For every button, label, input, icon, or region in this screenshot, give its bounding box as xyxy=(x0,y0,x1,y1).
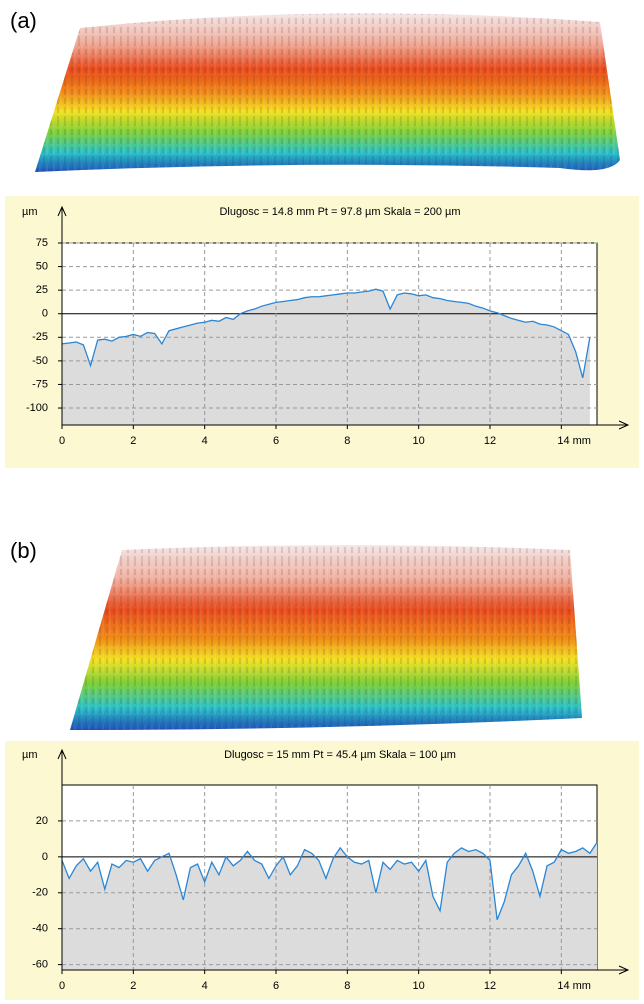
x-tick-label: 14 mm xyxy=(557,980,591,992)
y-tick-label: -25 xyxy=(32,331,48,343)
y-tick-label: -40 xyxy=(32,923,48,935)
y-tick-label: -75 xyxy=(32,378,48,390)
y-tick-label: -50 xyxy=(32,355,48,367)
y-tick-label: 20 xyxy=(36,815,48,827)
y-tick-label: -20 xyxy=(32,887,48,899)
x-tick-label: 4 xyxy=(202,980,208,992)
y-axis-label: µm xyxy=(22,206,38,218)
profile-line xyxy=(61,288,591,379)
x-tick-label: 0 xyxy=(59,980,65,992)
x-tick-label: 2 xyxy=(130,980,136,992)
y-tick-label: 0 xyxy=(42,308,48,320)
y-axis-label: µm xyxy=(22,749,38,761)
x-tick-label: 12 xyxy=(484,435,496,447)
x-tick-label: 6 xyxy=(273,435,279,447)
y-tick-label: 75 xyxy=(36,237,48,249)
chart-title: Dlugosc = 15 mm Pt = 45.4 µm Skala = 100… xyxy=(224,749,456,761)
y-tick-label: -100 xyxy=(26,402,48,414)
axis-arrow xyxy=(618,965,630,975)
axis-arrow xyxy=(618,420,630,430)
x-tick-label: 8 xyxy=(344,435,350,447)
y-tick-label: -60 xyxy=(32,959,48,971)
y-tick-label: 50 xyxy=(36,260,48,272)
chart-title: Dlugosc = 14.8 mm Pt = 97.8 µm Skala = 2… xyxy=(219,206,460,218)
x-tick-label: 2 xyxy=(130,435,136,447)
axis-arrow xyxy=(57,205,67,217)
y-tick-label: 25 xyxy=(36,284,48,296)
x-tick-label: 12 xyxy=(484,980,496,992)
x-tick-label: 10 xyxy=(413,435,425,447)
x-tick-label: 0 xyxy=(59,435,65,447)
surface-texture xyxy=(35,13,620,172)
x-tick-label: 8 xyxy=(344,980,350,992)
area-fill xyxy=(62,289,590,425)
area-fill xyxy=(62,842,597,970)
panel-label: (a) xyxy=(10,8,37,33)
surface-texture xyxy=(70,545,582,730)
profile-line xyxy=(61,842,598,920)
x-tick-label: 4 xyxy=(202,435,208,447)
x-tick-label: 6 xyxy=(273,980,279,992)
x-tick-label: 14 mm xyxy=(557,435,591,447)
axis-arrow xyxy=(57,748,67,760)
panel-label: (b) xyxy=(10,538,37,563)
x-tick-label: 10 xyxy=(413,980,425,992)
y-tick-label: 0 xyxy=(42,851,48,863)
